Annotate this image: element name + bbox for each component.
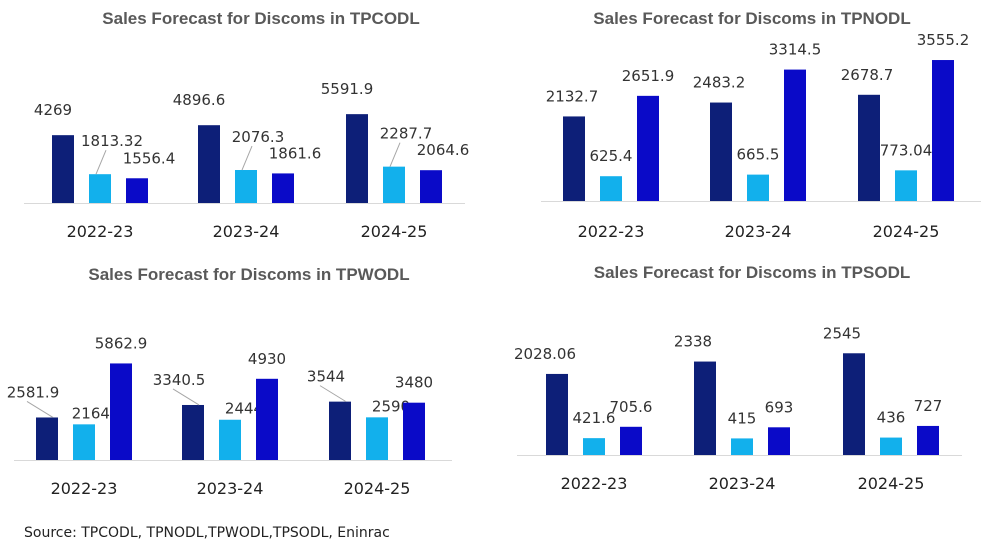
bar [52, 135, 74, 203]
bar [182, 404, 204, 460]
chart-title: Sales Forecast for Discoms in TPNODL [593, 9, 910, 28]
bar [272, 173, 294, 203]
bar [620, 426, 642, 455]
bar [637, 95, 659, 201]
bar [731, 438, 753, 455]
data-label: 2545 [823, 324, 861, 342]
data-label: 665.5 [737, 146, 780, 164]
bar [895, 170, 917, 201]
chart-title: Sales Forecast for Discoms in TPSODL [594, 263, 910, 282]
leader-line [241, 145, 253, 171]
bar [768, 427, 790, 455]
leader-line [26, 401, 54, 418]
category-label: 2023-24 [709, 474, 776, 493]
data-label: 1861.6 [269, 144, 322, 162]
category-label: 2023-24 [213, 222, 280, 241]
bar [932, 60, 954, 202]
bar [546, 373, 568, 455]
chart-panel-3: Sales Forecast for Discoms in TPWODL 2022… [7, 265, 452, 498]
category-label: 2024-25 [873, 222, 940, 241]
category-label: 2022-23 [561, 474, 628, 493]
data-label: 2338 [674, 333, 712, 351]
chart-panel-1: Sales Forecast for Discoms in TPCODL 2022… [24, 9, 469, 241]
data-label: 3555.2 [917, 31, 970, 49]
bar [843, 353, 865, 455]
data-label: 705.6 [610, 398, 653, 416]
data-label: 727 [914, 397, 943, 415]
chart-title: Sales Forecast for Discoms in TPWODL [88, 265, 409, 284]
bar [710, 102, 732, 201]
category-label: 2024-25 [361, 222, 428, 241]
category-label: 2022-23 [67, 222, 134, 241]
chart-panel-4: Sales Forecast for Discoms in TPSODL 2022… [514, 263, 962, 493]
data-label: 4896.6 [173, 91, 226, 109]
bar [89, 174, 111, 203]
bar [858, 94, 880, 201]
data-label: 773.04 [880, 141, 933, 159]
leader-line [172, 388, 200, 406]
bar [563, 116, 585, 201]
data-label: 4269 [34, 101, 72, 119]
data-label: 2483.2 [693, 74, 746, 92]
bar [235, 170, 257, 203]
data-label: 2028.06 [514, 345, 576, 363]
data-label: 3340.5 [153, 371, 206, 389]
data-label: 3314.5 [769, 41, 822, 59]
data-label: 625.4 [590, 147, 633, 165]
data-label: 2132.7 [546, 87, 599, 105]
data-label: 2678.7 [841, 66, 894, 84]
bar [346, 114, 368, 203]
bar [366, 417, 388, 460]
data-label: 2581.9 [7, 383, 60, 401]
data-label: 3544 [307, 368, 345, 386]
data-label: 4930 [248, 350, 286, 368]
category-label: 2022-23 [578, 222, 645, 241]
data-label: 436 [877, 409, 906, 427]
data-label: 421.6 [573, 409, 616, 427]
bar [917, 425, 939, 455]
bar [73, 424, 95, 460]
data-label: 2076.3 [232, 128, 285, 146]
category-label: 2022-23 [51, 479, 118, 498]
category-label: 2023-24 [725, 222, 792, 241]
data-label: 1556.4 [123, 149, 176, 167]
bar [880, 437, 902, 455]
category-label: 2023-24 [197, 479, 264, 498]
bar [256, 378, 278, 460]
data-label: 2287.7 [380, 125, 433, 143]
bar [784, 69, 806, 201]
bar [583, 438, 605, 455]
data-label: 2590 [372, 397, 410, 415]
leader-line [319, 385, 347, 403]
data-label: 5591.9 [321, 80, 374, 98]
chart-title: Sales Forecast for Discoms in TPCODL [102, 9, 419, 28]
data-label: 2444 [225, 400, 263, 418]
data-label: 693 [765, 398, 794, 416]
data-label: 5862.9 [95, 334, 148, 352]
data-label: 1813.32 [81, 132, 143, 150]
bar [198, 125, 220, 203]
data-label: 3480 [395, 374, 433, 392]
chart-panel-2: Sales Forecast for Discoms in TPNODL 2022… [541, 9, 981, 241]
bar [329, 401, 351, 460]
data-label: 2064.6 [417, 141, 470, 159]
bar [110, 363, 132, 460]
category-label: 2024-25 [858, 474, 925, 493]
category-label: 2024-25 [344, 479, 411, 498]
leader-line [389, 142, 401, 167]
bar [420, 170, 442, 203]
bar [694, 361, 716, 455]
bar [403, 402, 425, 460]
bar [219, 419, 241, 460]
leader-line [95, 149, 107, 175]
bar [126, 178, 148, 203]
bar [747, 174, 769, 201]
data-label: 415 [728, 409, 757, 427]
data-label: 2651.9 [622, 67, 675, 85]
source-note: Source: TPCODL, TPNODL,TPWODL,TPSODL, En… [24, 525, 390, 541]
bar [36, 417, 58, 460]
bar [600, 176, 622, 201]
bar [383, 166, 405, 203]
